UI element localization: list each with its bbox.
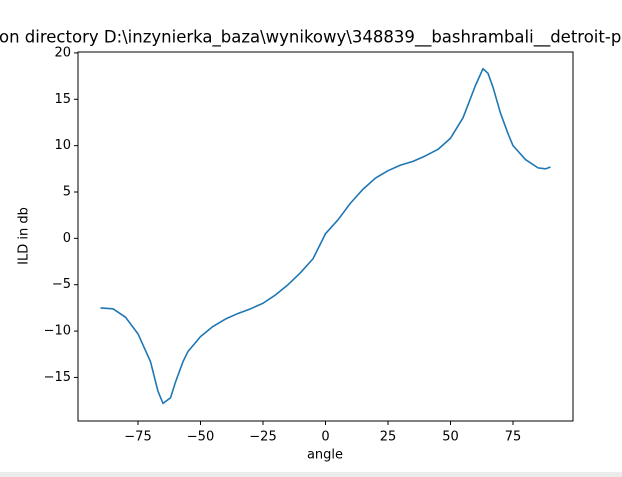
y-tick-label: 0	[63, 231, 71, 246]
y-tick-label: −10	[44, 324, 71, 339]
x-axis-label: angle	[307, 448, 343, 463]
line	[100, 67, 551, 405]
y-tick-label: 20	[54, 45, 71, 60]
y-tick-label: −5	[52, 277, 71, 292]
chart-title: on directory D:\inzynierka_baza\wynikowy…	[0, 28, 622, 48]
y-tick-label: −15	[44, 370, 71, 385]
x-tick-label: 75	[505, 430, 522, 445]
x-tick-label: 25	[380, 430, 397, 445]
y-tick-label: 15	[54, 92, 71, 107]
y-axis-label: ILD in db	[17, 207, 32, 265]
toolbar-strip	[0, 472, 622, 477]
x-tick-label: −25	[249, 430, 276, 445]
x-tick-label: −50	[187, 430, 214, 445]
plot-frame	[77, 51, 574, 422]
x-tick-label: 0	[321, 430, 329, 445]
x-tick-label: 50	[442, 430, 459, 445]
y-tick-label: 10	[54, 138, 71, 153]
y-tick-label: 5	[63, 184, 71, 199]
x-tick-label: −75	[124, 430, 151, 445]
